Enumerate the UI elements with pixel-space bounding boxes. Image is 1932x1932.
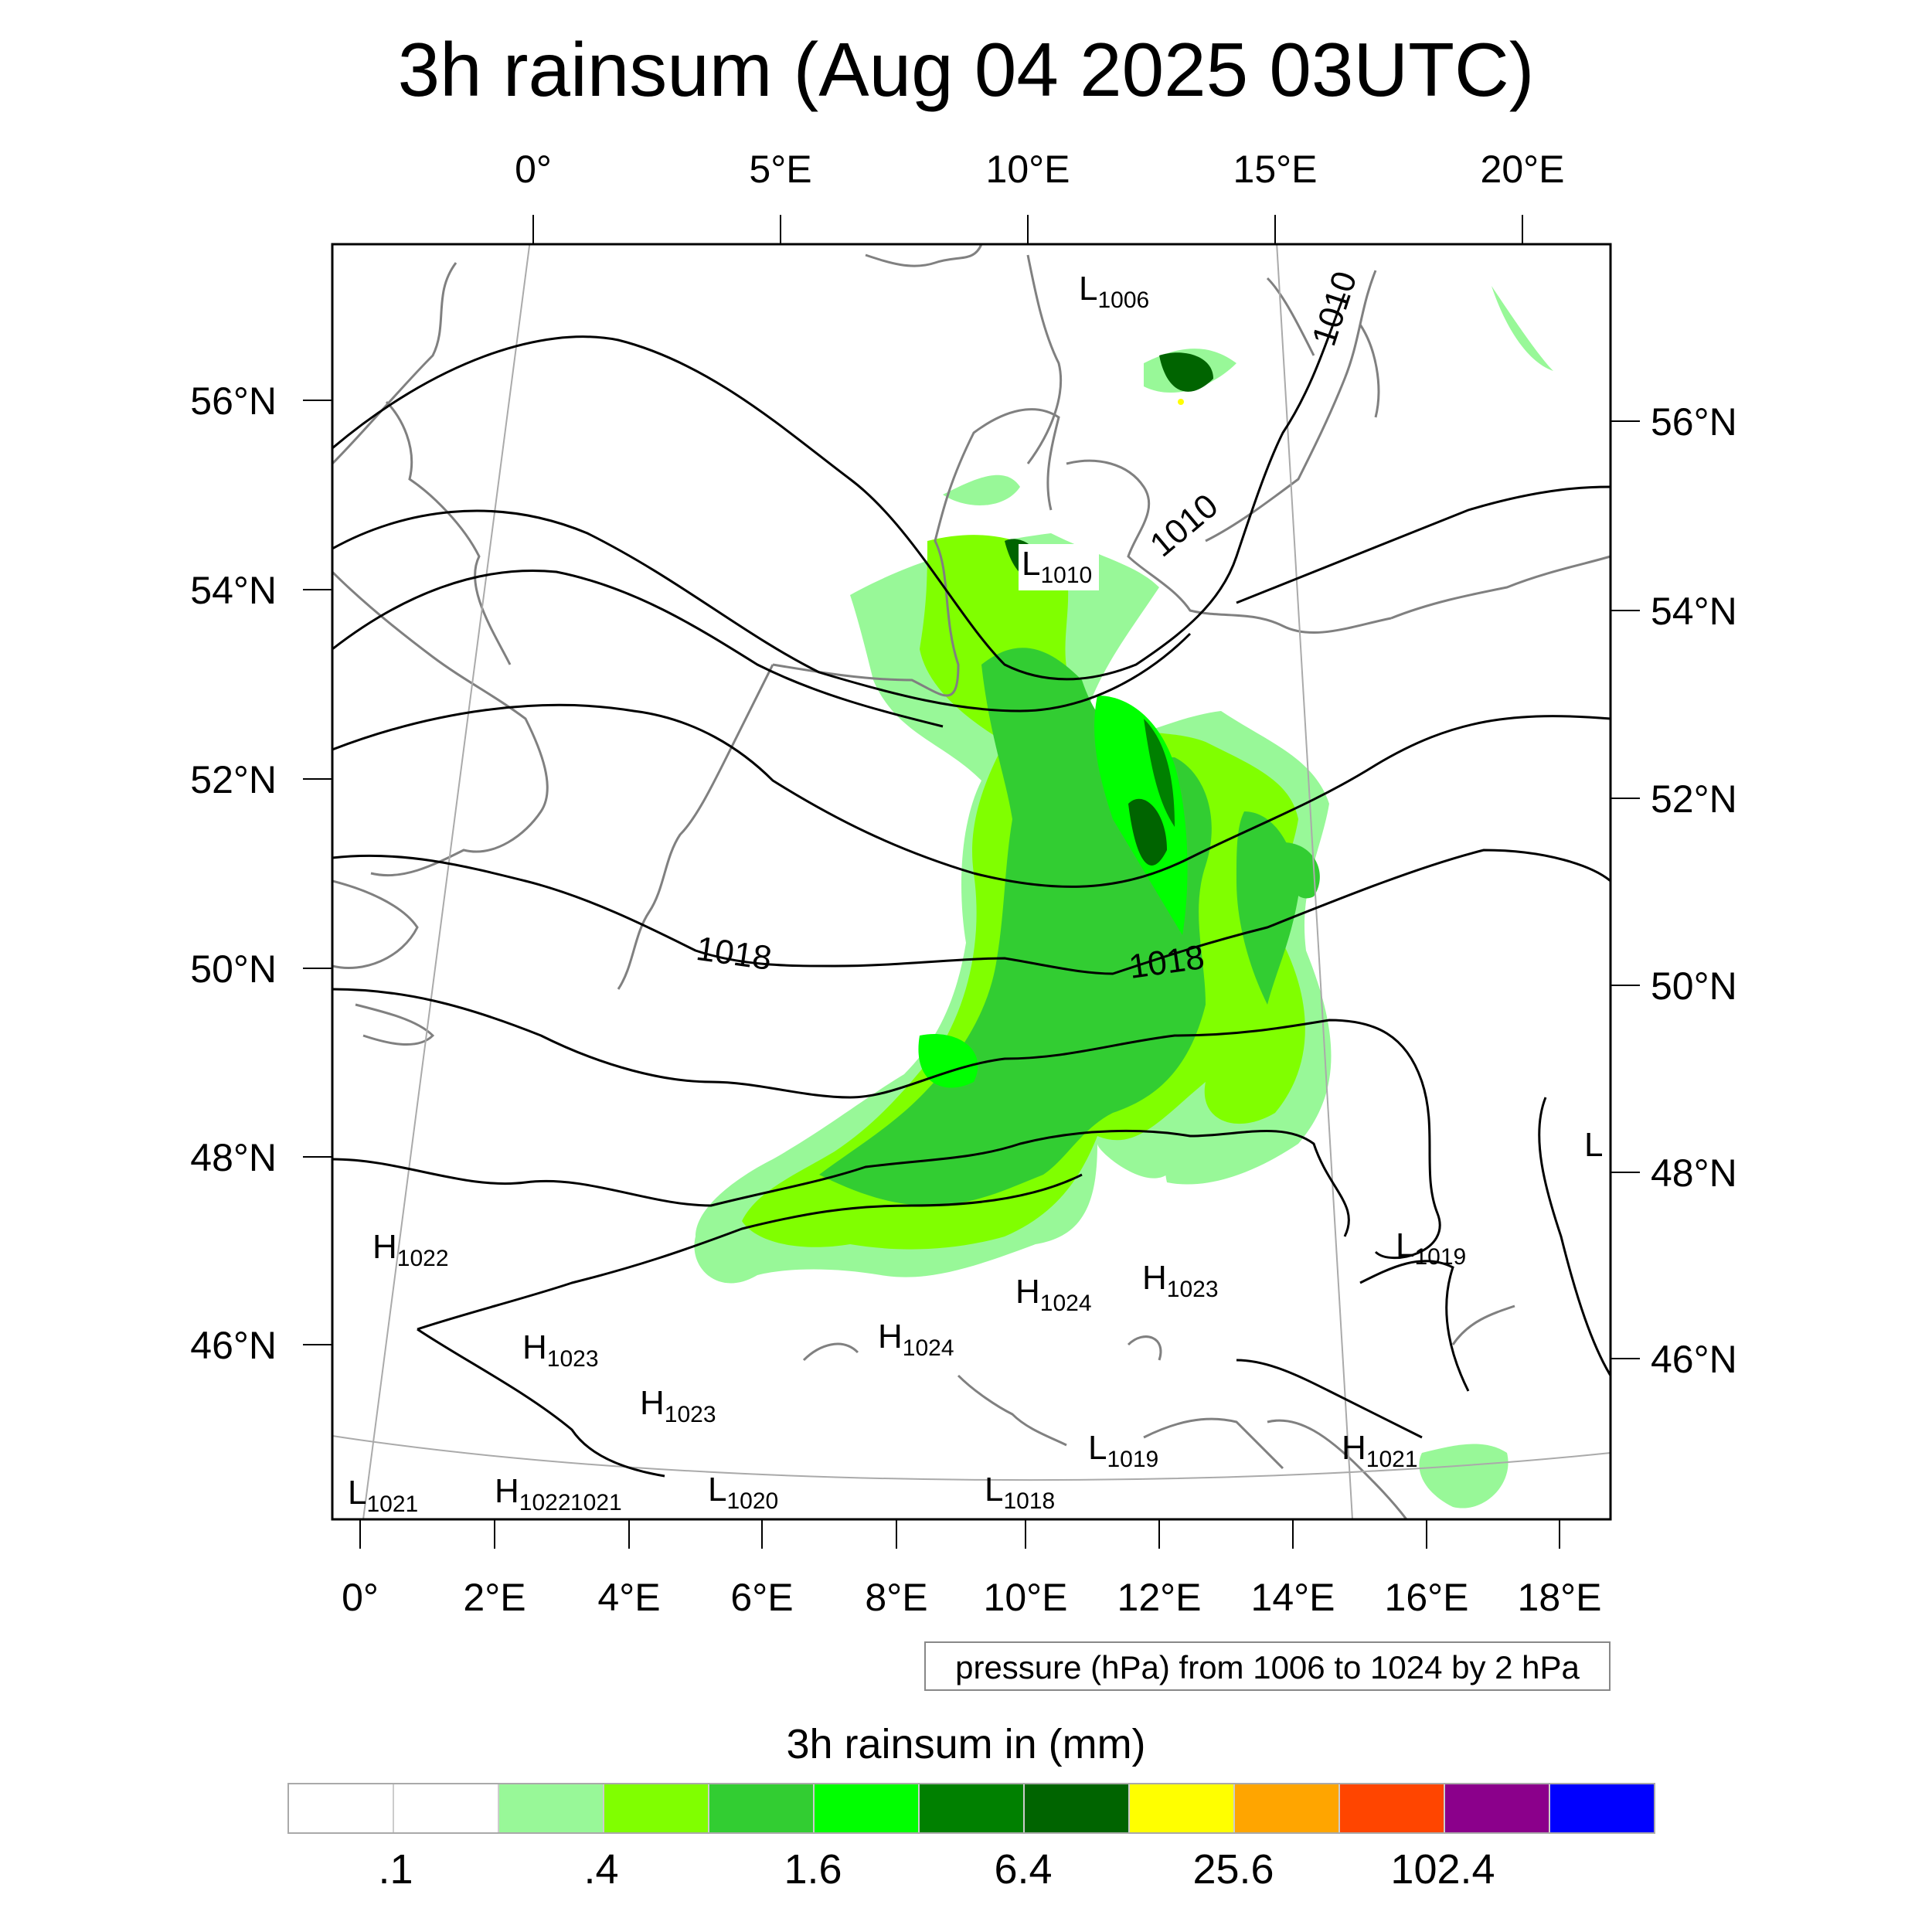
colorbar-cell (394, 1784, 499, 1832)
colorbar-label: 102.4 (1390, 1846, 1495, 1893)
isobar-label: 1018 (694, 930, 774, 978)
colorbar-cell (920, 1784, 1025, 1832)
low-center-box (1019, 544, 1099, 590)
left-lat-label: 46°N (190, 1324, 277, 1367)
bottom-lon-label: 8°E (865, 1576, 927, 1619)
left-ticks (303, 400, 332, 1345)
plot-frame (331, 243, 1612, 1521)
pressure-center: L1018 (985, 1471, 1055, 1514)
colorbar-label: 1.6 (784, 1846, 842, 1893)
pressure-center: L1019 (1088, 1429, 1158, 1472)
colorbar-cell (1130, 1784, 1235, 1832)
bottom-lon-label: 16°E (1385, 1576, 1469, 1619)
pressure-center: 1021 (570, 1490, 622, 1515)
colorbar-cell (815, 1784, 920, 1832)
colorbar-cell (1550, 1784, 1654, 1832)
right-lat-labels: 56°N 54°N 52°N 50°N 48°N 46°N (1651, 400, 1737, 1381)
left-lat-label: 48°N (190, 1136, 277, 1179)
right-lat-label: 54°N (1651, 590, 1737, 633)
right-lat-label: 52°N (1651, 777, 1737, 821)
colorbar-cell (604, 1784, 709, 1832)
colorbar-label: .4 (583, 1846, 619, 1893)
left-lat-labels: 56°N 54°N 52°N 50°N 48°N 46°N (190, 379, 277, 1367)
pressure-center: H1023 (640, 1384, 716, 1427)
pressure-centers: L1006 L1010 H1022 H1023 H1023 H1024 H102… (348, 270, 1603, 1517)
bottom-lon-label: 10°E (984, 1576, 1068, 1619)
map-content (332, 244, 1611, 1519)
bottom-lon-label: 18°E (1518, 1576, 1602, 1619)
bottom-lon-label: 0° (342, 1576, 379, 1619)
top-ticks (532, 215, 1523, 244)
colorbar-cell (499, 1784, 604, 1832)
right-lat-label: 50°N (1651, 964, 1737, 1008)
coastlines (332, 244, 1611, 1519)
pressure-center: H1023 (1142, 1259, 1219, 1302)
pressure-center: L1006 (1079, 270, 1149, 313)
colorbar (287, 1783, 1655, 1834)
pressure-center: H1024 (878, 1318, 954, 1361)
top-lon-label: 20°E (1481, 148, 1565, 191)
isobars (332, 293, 1611, 1478)
top-lon-label: 15°E (1233, 148, 1318, 191)
colorbar-cell (1340, 1784, 1445, 1832)
bottom-lon-label: 6°E (730, 1576, 793, 1619)
isobar-label: 1010 (1143, 487, 1225, 564)
pressure-center: L1019 (1396, 1226, 1466, 1270)
map-title: 3h rainsum (Aug 04 2025 03UTC) (397, 27, 1535, 112)
pressure-center: L1020 (708, 1471, 778, 1514)
top-lon-label: 5°E (749, 148, 811, 191)
bottom-lon-label: 14°E (1251, 1576, 1335, 1619)
colorbar-cell (709, 1784, 815, 1832)
top-lon-labels: 0° 5°E 10°E 15°E 20°E (515, 148, 1564, 191)
bottom-lon-label: 4°E (597, 1576, 660, 1619)
left-lat-label: 50°N (190, 947, 277, 991)
colorbar-cell (1445, 1784, 1550, 1832)
right-ticks (1611, 420, 1640, 1359)
pressure-center: L1010 (1022, 545, 1092, 588)
pressure-center: H1024 (1015, 1273, 1092, 1316)
colorbar-cell (289, 1784, 394, 1832)
pressure-center: H1022 (372, 1228, 449, 1271)
bottom-ticks (359, 1519, 1560, 1549)
right-lat-label: 56°N (1651, 400, 1737, 444)
colorbar-cell (1235, 1784, 1340, 1832)
isobar-label: 1010 (1305, 267, 1365, 350)
pressure-center: H1022 (495, 1472, 571, 1515)
top-lon-label: 10°E (986, 148, 1070, 191)
colorbar-label: 25.6 (1192, 1846, 1274, 1893)
bottom-lon-label: 2°E (463, 1576, 526, 1619)
colorbar-label: 6.4 (994, 1846, 1053, 1893)
legend-title: 3h rainsum in (mm) (786, 1721, 1146, 1767)
pressure-center: H1023 (522, 1328, 599, 1372)
bottom-lon-labels: 0° 2°E 4°E 6°E 8°E 10°E 12°E 14°E 16°E 1… (342, 1576, 1601, 1619)
pressure-info-box: pressure (hPa) from 1006 to 1024 by 2 hP… (924, 1641, 1611, 1691)
bottom-lon-label: 12°E (1117, 1576, 1202, 1619)
pressure-center: L1021 (348, 1474, 418, 1517)
colorbar-label: .1 (378, 1846, 413, 1893)
rain-field (694, 286, 1553, 1509)
colorbar-cell (1025, 1784, 1130, 1832)
left-lat-label: 56°N (190, 379, 277, 423)
top-lon-label: 0° (515, 148, 552, 191)
right-lat-label: 48°N (1651, 1151, 1737, 1195)
pressure-center: H1021 (1342, 1429, 1418, 1472)
right-lat-label: 46°N (1651, 1338, 1737, 1381)
left-lat-label: 52°N (190, 758, 277, 801)
pressure-center: L (1584, 1126, 1603, 1164)
graticule (332, 244, 1611, 1519)
left-lat-label: 54°N (190, 569, 277, 612)
